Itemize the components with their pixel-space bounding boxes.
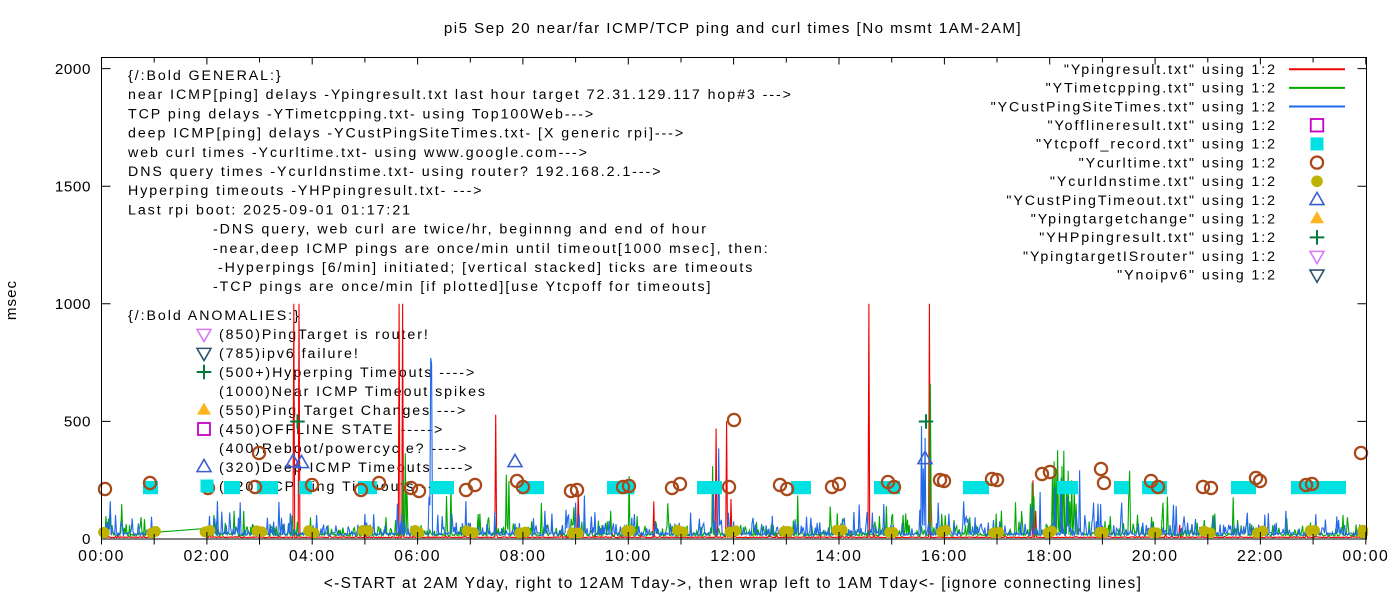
svg-text:(1000)Near ICMP Timeout spikes: (1000)Near ICMP Timeout spikes [219,384,487,400]
svg-text:500: 500 [64,414,91,431]
svg-text:Hyperping timeouts -YHPpingres: Hyperping timeouts -YHPpingresult.txt- -… [128,183,483,199]
svg-text:1500: 1500 [55,178,91,195]
svg-text:-DNS query, web curl are twice: -DNS query, web curl are twice/hr, begin… [213,222,708,238]
svg-text:18:00: 18:00 [1026,548,1073,565]
svg-text:-near,deep ICMP pings are once: -near,deep ICMP pings are once/min until… [213,241,770,257]
svg-text:"YHPpingresult.txt" using 1:2: "YHPpingresult.txt" using 1:2 [1039,230,1277,246]
svg-text:TCP ping delays -YTimetcpping.: TCP ping delays -YTimetcpping.txt- using… [128,106,595,122]
svg-text:14:00: 14:00 [816,548,863,565]
svg-text:(785)ipv6 failure!: (785)ipv6 failure! [219,346,360,362]
svg-text:"YCustPingSiteTimes.txt" using: "YCustPingSiteTimes.txt" using 1:2 [991,99,1277,115]
svg-text:-Hyperpings [6/min] initiated;: -Hyperpings [6/min] initiated; [vertical… [218,260,754,276]
svg-text:"YpingtargetISrouter" using 1:: "YpingtargetISrouter" using 1:2 [1023,249,1277,265]
svg-text:"Yofflineresult.txt" using 1:2: "Yofflineresult.txt" using 1:2 [1048,118,1277,134]
svg-text:08:00: 08:00 [500,548,547,565]
svg-text:{/:Bold ANOMALIES:}: {/:Bold ANOMALIES:} [128,308,301,324]
svg-text:"Ycurldnstime.txt" using 1:2: "Ycurldnstime.txt" using 1:2 [1050,174,1277,190]
svg-text:Last rpi boot: 2025-09-01 01:1: Last rpi boot: 2025-09-01 01:17:21 [128,202,412,218]
svg-text:"YCustPingTimeout.txt" using 1: "YCustPingTimeout.txt" using 1:2 [1006,193,1277,209]
svg-text:"Ynoipv6" using 1:2: "Ynoipv6" using 1:2 [1117,267,1277,283]
svg-text:00:00: 00:00 [78,548,125,565]
svg-text:10:00: 10:00 [605,548,652,565]
svg-text:04:00: 04:00 [289,548,336,565]
svg-text:00:00: 00:00 [1342,548,1389,565]
svg-text:2000: 2000 [55,61,91,78]
svg-text:near ICMP[ping] delays -Ypingr: near ICMP[ping] delays -Ypingresult.txt … [128,87,793,103]
svg-text:02:00: 02:00 [183,548,230,565]
svg-text:06:00: 06:00 [394,548,441,565]
svg-text:12:00: 12:00 [710,548,757,565]
svg-text:deep ICMP[ping] delays -YCustP: deep ICMP[ping] delays -YCustPingSiteTim… [128,126,685,142]
svg-text:(550)Ping Target Changes --->: (550)Ping Target Changes ---> [219,403,467,419]
svg-text:"Ypingtargetchange" using 1:2: "Ypingtargetchange" using 1:2 [1031,211,1277,227]
svg-text:"Ytcpoff_record.txt" using 1:2: "Ytcpoff_record.txt" using 1:2 [1036,137,1277,153]
svg-text:pi5 Sep 20 near/far ICMP/TCP: pi5 Sep 20 near/far ICMP/TCP ping and cu… [444,20,1022,37]
svg-text:20:00: 20:00 [1132,548,1179,565]
svg-text:16:00: 16:00 [921,548,968,565]
svg-text:"Ypingresult.txt" using 1:2: "Ypingresult.txt" using 1:2 [1064,62,1277,78]
svg-text:0: 0 [82,531,91,548]
svg-text:(450)OFFLINE STATE ----->: (450)OFFLINE STATE -----> [219,422,444,438]
svg-text:-TCP pings are once/min [if pl: -TCP pings are once/min [if plotted][use… [213,279,712,295]
svg-text:"YTimetcpping.txt" using 1:2: "YTimetcpping.txt" using 1:2 [1046,81,1277,97]
svg-text:(850)PingTarget is router!: (850)PingTarget is router! [219,327,430,343]
svg-text:msec: msec [3,280,20,320]
svg-text:22:00: 22:00 [1237,548,1284,565]
svg-text:"Ycurltime.txt" using 1:2: "Ycurltime.txt" using 1:2 [1079,155,1277,171]
svg-text:(320)Deep ICMP Timeouts ---->: (320)Deep ICMP Timeouts ----> [219,460,474,476]
svg-text:web curl times -Ycurltime.txt-: web curl times -Ycurltime.txt- using www… [127,145,589,161]
svg-text:DNS query times -Ycurldnstime.: DNS query times -Ycurldnstime.txt- using… [128,164,662,180]
svg-text:1000: 1000 [55,296,91,313]
svg-text:<-START at 2AM Yday, right to: <-START at 2AM Yday, right to 12AM Tday-… [324,575,1143,592]
svg-text:(500+)Hyperping Timeouts ---->: (500+)Hyperping Timeouts ----> [219,365,476,381]
svg-text:(400)Reboot/powercycle? ---->: (400)Reboot/powercycle? ----> [219,441,468,457]
svg-text:{/:Bold GENERAL:}: {/:Bold GENERAL:} [128,68,283,84]
